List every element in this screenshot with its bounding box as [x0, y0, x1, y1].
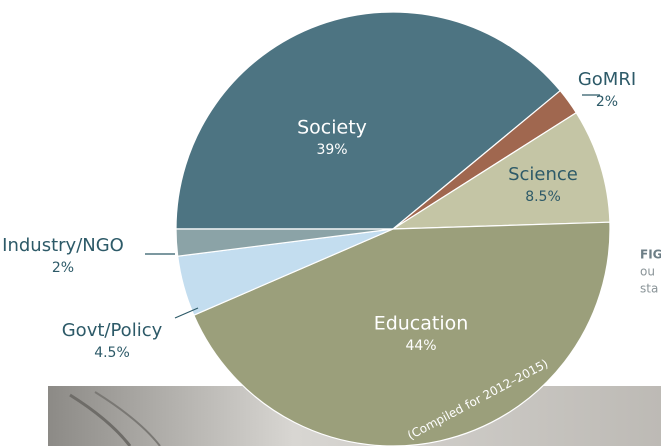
slice-value: 4.5% [94, 345, 130, 361]
slice-value: 39% [316, 142, 347, 158]
slice-value: 8.5% [525, 189, 561, 205]
page: FIG ou sta Society 39% GoMRI 2% Science 8.5% E… [0, 0, 661, 446]
chart: FIG ou sta Society 39% GoMRI 2% Science 8.5% E… [0, 0, 661, 446]
side-text: sta [640, 282, 658, 296]
slice-label: Education [374, 313, 469, 335]
slice-value: 2% [596, 94, 618, 110]
side-text: ou [640, 265, 655, 279]
slice-label: Industry/NGO [2, 235, 124, 256]
side-text: FIG [640, 248, 661, 262]
slice-label: Society [297, 117, 367, 139]
slice-value: 2% [52, 260, 74, 276]
pie [176, 12, 610, 446]
slice-value: 44% [405, 338, 436, 354]
slice-label: GoMRI [578, 69, 636, 90]
slice-label: Govt/Policy [62, 320, 163, 341]
slice-label: Science [508, 164, 578, 185]
